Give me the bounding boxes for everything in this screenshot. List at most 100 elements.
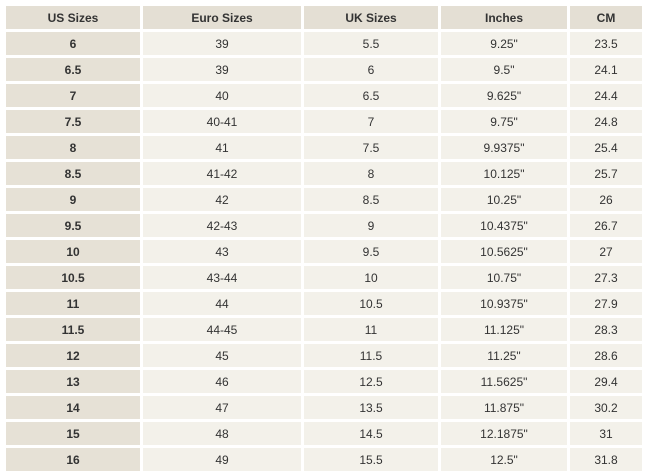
cell-cm: 31.8 bbox=[570, 448, 642, 471]
table-row: 6.5 39 6 9.5" 24.1 bbox=[6, 58, 642, 81]
cell-inches: 10.9375" bbox=[441, 292, 567, 315]
cell-uk-size: 6.5 bbox=[304, 84, 438, 107]
cell-inches: 11.125" bbox=[441, 318, 567, 341]
column-header-cm: CM bbox=[570, 6, 642, 29]
cell-euro-size: 40 bbox=[143, 84, 301, 107]
column-header-uk-size: UK Sizes bbox=[304, 6, 438, 29]
table-row: 16 49 15.5 12.5" 31.8 bbox=[6, 448, 642, 471]
column-header-euro-size: Euro Sizes bbox=[143, 6, 301, 29]
cell-euro-size: 47 bbox=[143, 396, 301, 419]
cell-euro-size: 48 bbox=[143, 422, 301, 445]
cell-us-size: 6 bbox=[6, 32, 140, 55]
table-row: 8 41 7.5 9.9375" 25.4 bbox=[6, 136, 642, 159]
column-header-inches: Inches bbox=[441, 6, 567, 29]
cell-euro-size: 46 bbox=[143, 370, 301, 393]
cell-cm: 24.1 bbox=[570, 58, 642, 81]
table-row: 10 43 9.5 10.5625" 27 bbox=[6, 240, 642, 263]
cell-us-size: 7.5 bbox=[6, 110, 140, 133]
cell-uk-size: 10.5 bbox=[304, 292, 438, 315]
cell-us-size: 6.5 bbox=[6, 58, 140, 81]
cell-uk-size: 13.5 bbox=[304, 396, 438, 419]
cell-us-size: 15 bbox=[6, 422, 140, 445]
cell-cm: 24.8 bbox=[570, 110, 642, 133]
cell-us-size: 14 bbox=[6, 396, 140, 419]
cell-us-size: 10.5 bbox=[6, 266, 140, 289]
cell-euro-size: 42-43 bbox=[143, 214, 301, 237]
cell-inches: 9.75" bbox=[441, 110, 567, 133]
table-row: 14 47 13.5 11.875" 30.2 bbox=[6, 396, 642, 419]
cell-uk-size: 11.5 bbox=[304, 344, 438, 367]
cell-uk-size: 15.5 bbox=[304, 448, 438, 471]
cell-euro-size: 39 bbox=[143, 58, 301, 81]
cell-euro-size: 44 bbox=[143, 292, 301, 315]
table-row: 11 44 10.5 10.9375" 27.9 bbox=[6, 292, 642, 315]
cell-cm: 26.7 bbox=[570, 214, 642, 237]
cell-us-size: 8.5 bbox=[6, 162, 140, 185]
table-row: 12 45 11.5 11.25" 28.6 bbox=[6, 344, 642, 367]
cell-inches: 9.25" bbox=[441, 32, 567, 55]
cell-cm: 23.5 bbox=[570, 32, 642, 55]
cell-inches: 10.5625" bbox=[441, 240, 567, 263]
cell-cm: 25.7 bbox=[570, 162, 642, 185]
cell-euro-size: 49 bbox=[143, 448, 301, 471]
cell-euro-size: 41-42 bbox=[143, 162, 301, 185]
cell-inches: 10.75" bbox=[441, 266, 567, 289]
cell-inches: 11.25" bbox=[441, 344, 567, 367]
table-row: 11.5 44-45 11 11.125" 28.3 bbox=[6, 318, 642, 341]
cell-uk-size: 14.5 bbox=[304, 422, 438, 445]
cell-inches: 12.5" bbox=[441, 448, 567, 471]
header-row: US Sizes Euro Sizes UK Sizes Inches CM bbox=[6, 6, 642, 29]
cell-us-size: 12 bbox=[6, 344, 140, 367]
cell-uk-size: 11 bbox=[304, 318, 438, 341]
cell-euro-size: 43-44 bbox=[143, 266, 301, 289]
cell-us-size: 16 bbox=[6, 448, 140, 471]
cell-us-size: 7 bbox=[6, 84, 140, 107]
table-row: 6 39 5.5 9.25" 23.5 bbox=[6, 32, 642, 55]
cell-inches: 10.125" bbox=[441, 162, 567, 185]
cell-inches: 9.5" bbox=[441, 58, 567, 81]
cell-uk-size: 8.5 bbox=[304, 188, 438, 211]
cell-euro-size: 42 bbox=[143, 188, 301, 211]
cell-us-size: 11 bbox=[6, 292, 140, 315]
cell-cm: 28.6 bbox=[570, 344, 642, 367]
cell-cm: 24.4 bbox=[570, 84, 642, 107]
cell-euro-size: 40-41 bbox=[143, 110, 301, 133]
cell-cm: 30.2 bbox=[570, 396, 642, 419]
column-header-us-size: US Sizes bbox=[6, 6, 140, 29]
cell-uk-size: 7 bbox=[304, 110, 438, 133]
cell-cm: 28.3 bbox=[570, 318, 642, 341]
cell-euro-size: 39 bbox=[143, 32, 301, 55]
cell-us-size: 10 bbox=[6, 240, 140, 263]
cell-cm: 27 bbox=[570, 240, 642, 263]
cell-us-size: 9.5 bbox=[6, 214, 140, 237]
table-row: 13 46 12.5 11.5625" 29.4 bbox=[6, 370, 642, 393]
cell-us-size: 9 bbox=[6, 188, 140, 211]
cell-euro-size: 41 bbox=[143, 136, 301, 159]
cell-cm: 27.3 bbox=[570, 266, 642, 289]
table-row: 10.5 43-44 10 10.75" 27.3 bbox=[6, 266, 642, 289]
cell-euro-size: 45 bbox=[143, 344, 301, 367]
cell-inches: 10.4375" bbox=[441, 214, 567, 237]
cell-uk-size: 10 bbox=[304, 266, 438, 289]
cell-uk-size: 5.5 bbox=[304, 32, 438, 55]
cell-cm: 26 bbox=[570, 188, 642, 211]
cell-inches: 9.625" bbox=[441, 84, 567, 107]
cell-inches: 9.9375" bbox=[441, 136, 567, 159]
shoe-size-chart-table: US Sizes Euro Sizes UK Sizes Inches CM 6 39 5.… bbox=[3, 3, 645, 474]
cell-uk-size: 6 bbox=[304, 58, 438, 81]
cell-uk-size: 7.5 bbox=[304, 136, 438, 159]
cell-cm: 25.4 bbox=[570, 136, 642, 159]
cell-cm: 29.4 bbox=[570, 370, 642, 393]
cell-us-size: 13 bbox=[6, 370, 140, 393]
table-row: 7 40 6.5 9.625" 24.4 bbox=[6, 84, 642, 107]
cell-uk-size: 12.5 bbox=[304, 370, 438, 393]
table-row: 15 48 14.5 12.1875" 31 bbox=[6, 422, 642, 445]
cell-cm: 31 bbox=[570, 422, 642, 445]
cell-euro-size: 44-45 bbox=[143, 318, 301, 341]
table-row: 9.5 42-43 9 10.4375" 26.7 bbox=[6, 214, 642, 237]
table-row: 7.5 40-41 7 9.75" 24.8 bbox=[6, 110, 642, 133]
cell-euro-size: 43 bbox=[143, 240, 301, 263]
table-row: 9 42 8.5 10.25" 26 bbox=[6, 188, 642, 211]
cell-us-size: 8 bbox=[6, 136, 140, 159]
cell-inches: 10.25" bbox=[441, 188, 567, 211]
